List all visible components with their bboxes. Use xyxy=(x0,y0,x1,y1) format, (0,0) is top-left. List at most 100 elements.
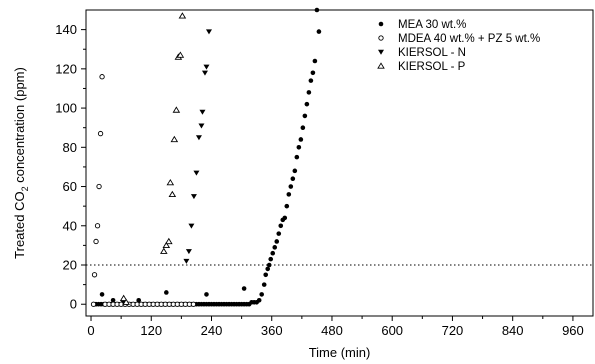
x-axis-label: Time (min) xyxy=(309,345,371,360)
data-point xyxy=(316,29,322,34)
legend-marker xyxy=(377,62,385,69)
data-point xyxy=(205,29,212,35)
data-point xyxy=(193,170,200,176)
data-point xyxy=(266,262,272,268)
data-point xyxy=(188,223,195,229)
y-tick-label: 140 xyxy=(55,22,77,37)
data-point xyxy=(290,176,296,181)
data-point xyxy=(122,298,130,305)
data-point xyxy=(94,223,101,229)
data-point xyxy=(261,282,267,287)
legend-label: MDEA 40 wt.% + PZ 5 wt.% xyxy=(398,33,540,45)
data-point xyxy=(99,292,105,297)
y-tick-label: 80 xyxy=(63,140,77,155)
data-point xyxy=(176,51,185,58)
data-point xyxy=(296,145,302,150)
data-point xyxy=(164,290,169,295)
data-point xyxy=(270,250,276,256)
legend-label: KIERSOL - N xyxy=(398,47,466,59)
data-point xyxy=(300,125,306,130)
data-point xyxy=(168,190,177,198)
x-tick-label: 0 xyxy=(87,323,94,338)
x-tick-label: 600 xyxy=(381,323,403,338)
data-point xyxy=(302,113,308,119)
data-point xyxy=(201,70,208,76)
data-point xyxy=(166,178,175,186)
data-point xyxy=(99,74,105,80)
data-point xyxy=(185,249,192,255)
y-tick-label: 100 xyxy=(55,101,77,116)
y-axis-label: Treated CO2 concentration (ppm) xyxy=(12,67,30,259)
y-axis-label-part-2: concentration (ppm) xyxy=(12,67,27,186)
data-point xyxy=(160,247,168,254)
x-tick-label: 960 xyxy=(562,323,584,338)
data-point xyxy=(97,130,104,137)
y-tick-label: 120 xyxy=(55,61,77,76)
data-point xyxy=(276,231,282,236)
series-1 xyxy=(91,7,322,307)
data-point xyxy=(110,298,116,303)
data-point xyxy=(312,58,318,64)
legend-label: KIERSOL - P xyxy=(398,61,466,73)
data-point xyxy=(308,78,314,83)
y-axis-label-subscript: 2 xyxy=(20,186,30,191)
data-point xyxy=(203,64,210,70)
data-point xyxy=(90,301,97,307)
legend-marker xyxy=(378,21,384,27)
data-point xyxy=(272,245,278,250)
data-point xyxy=(298,137,304,142)
data-point xyxy=(96,183,102,190)
data-point xyxy=(259,292,264,297)
y-axis-label-part-1: Treated CO xyxy=(12,191,27,258)
x-tick-label: 480 xyxy=(321,323,343,338)
series-4 xyxy=(119,12,187,305)
y-tick-label: 40 xyxy=(63,218,77,233)
legend: MEA 30 wt.% MDEA 40 wt.% + PZ 5 wt.% KIERS… xyxy=(377,19,540,73)
data-point xyxy=(314,7,320,13)
y-tick-label: 0 xyxy=(70,297,77,312)
data-point xyxy=(183,258,190,264)
data-point xyxy=(91,272,98,278)
data-point xyxy=(268,256,274,262)
data-point xyxy=(310,70,316,76)
x-tick-label: 360 xyxy=(261,323,283,338)
data-point xyxy=(306,90,312,95)
data-point xyxy=(198,123,205,129)
x-tick-label: 720 xyxy=(442,323,464,338)
data-point xyxy=(195,135,202,141)
data-point xyxy=(265,266,271,272)
data-point xyxy=(190,301,197,307)
x-tick-label: 840 xyxy=(502,323,524,338)
data-point xyxy=(93,238,99,245)
y-tick-label: 20 xyxy=(63,258,77,273)
data-point xyxy=(165,237,173,245)
data-point xyxy=(288,184,294,189)
y-tick-label: 60 xyxy=(63,179,77,194)
data-point xyxy=(241,286,247,291)
data-point xyxy=(170,135,179,143)
legend-label: MEA 30 wt.% xyxy=(398,19,466,31)
data-point xyxy=(199,109,206,115)
x-tick-label: 120 xyxy=(140,323,162,338)
data-point xyxy=(294,154,300,160)
data-point xyxy=(292,168,298,174)
data-point xyxy=(136,298,142,303)
plot-frame xyxy=(85,9,594,317)
data-point xyxy=(190,194,197,200)
data-point xyxy=(172,106,181,113)
series-2 xyxy=(90,74,197,307)
data-point xyxy=(274,239,280,244)
data-point xyxy=(282,215,288,221)
data-point xyxy=(304,101,310,107)
data-point xyxy=(284,203,290,209)
data-point xyxy=(178,12,187,19)
legend-marker xyxy=(378,49,384,55)
data-point xyxy=(256,298,262,303)
data-point xyxy=(204,292,209,297)
series-3 xyxy=(183,29,212,264)
data-point xyxy=(278,223,284,229)
x-tick-label: 240 xyxy=(201,323,223,338)
legend-marker xyxy=(378,35,384,41)
